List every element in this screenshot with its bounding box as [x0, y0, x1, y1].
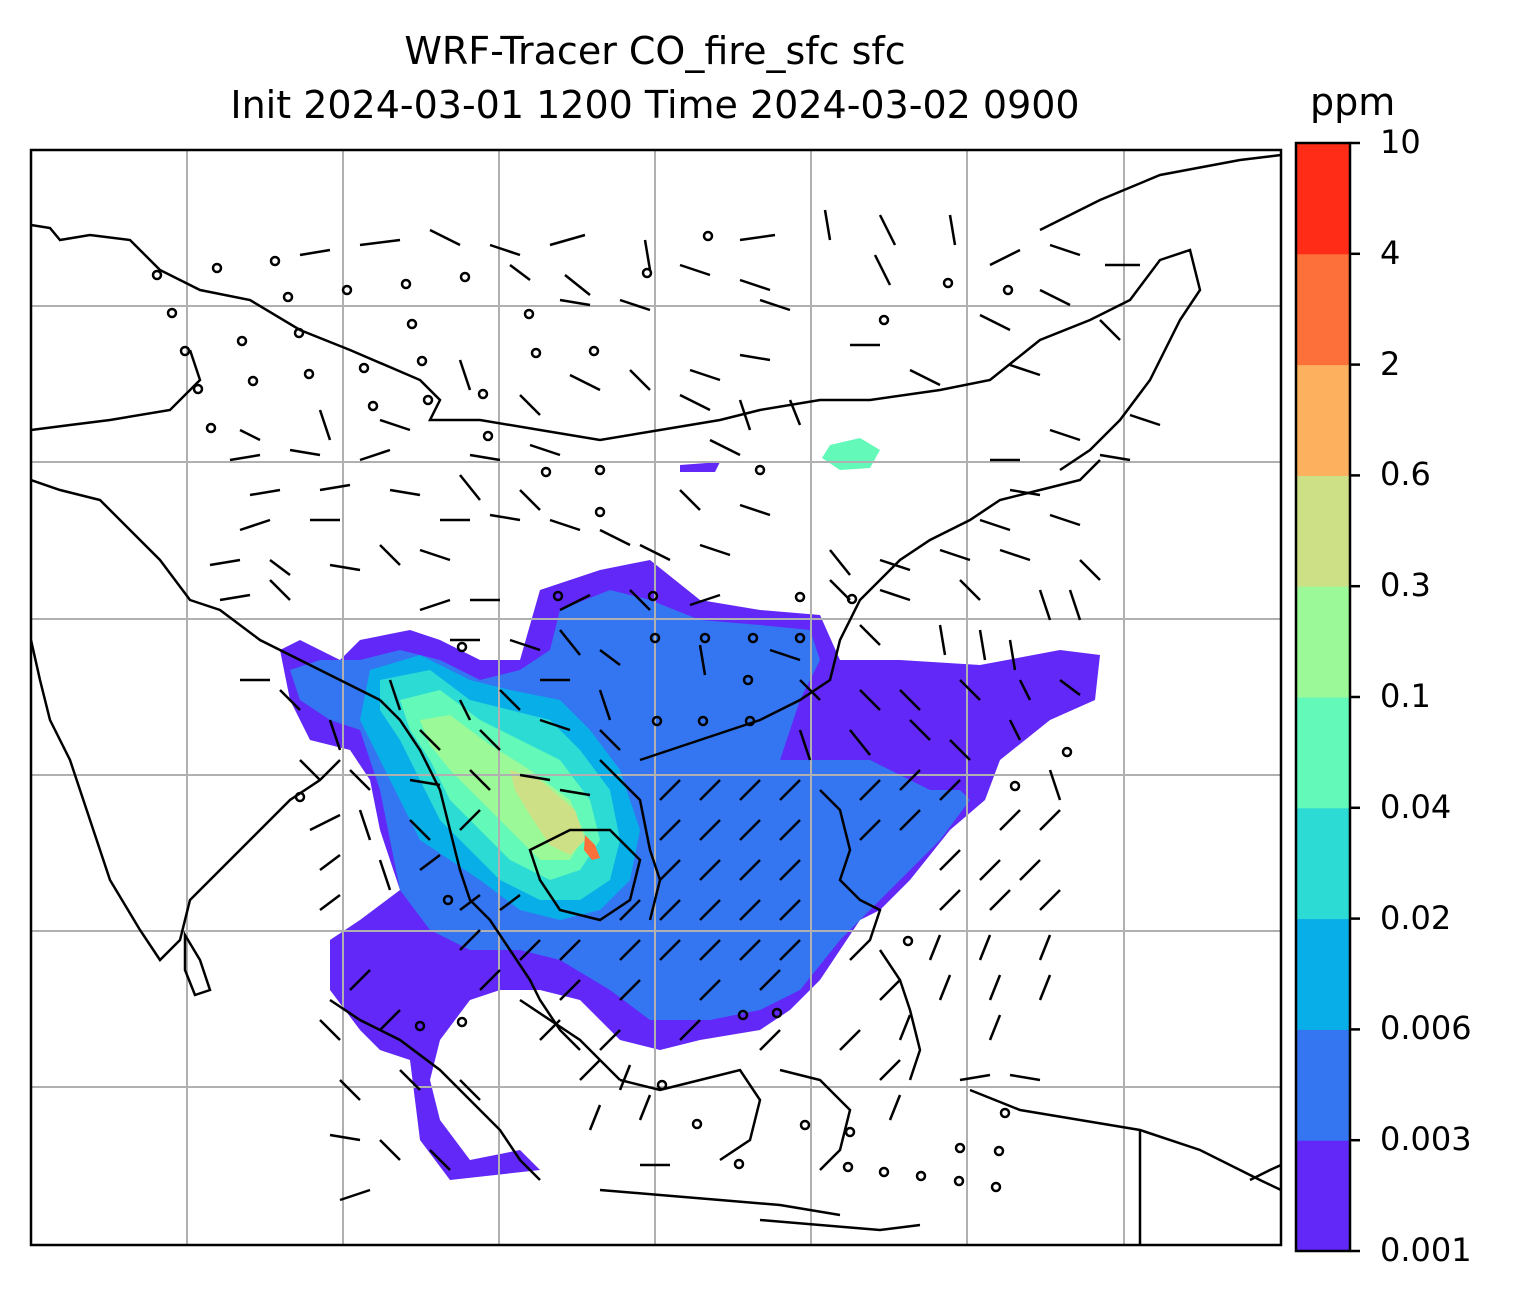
colorbar-segment: [1296, 364, 1350, 476]
plot-title-line2: Init 2024-03-01 1200 Time 2024-03-02 090…: [230, 83, 1080, 127]
map-area: [31, 150, 1281, 1245]
colorbar-tick-label: 0.04: [1380, 787, 1452, 826]
colorbar-segment: [1296, 586, 1350, 698]
colorbar-tick-label: 0.1: [1380, 677, 1431, 715]
calm-wind-markers: [151, 230, 1073, 1193]
plume-fragment-north: [822, 438, 880, 470]
plume-level-2: [584, 835, 600, 860]
colorbar-tick-label: 2: [1380, 344, 1401, 383]
colorbar-tick-label: 0.6: [1380, 455, 1431, 494]
colorbar-tick-label: 0.001: [1380, 1231, 1472, 1269]
co-tracer-plume: [280, 438, 1100, 1180]
coastlines: [31, 153, 1281, 1245]
map-frame: [29, 148, 1283, 1247]
colorbar-unit: ppm: [1310, 80, 1396, 124]
colorbar-segment: [1296, 1140, 1350, 1252]
wind-barbs: [209, 209, 1161, 1202]
plume-fragment-north-2: [680, 462, 720, 472]
colorbar: [1294, 141, 1360, 1253]
plot-title-line1: WRF-Tracer CO_fire_sfc sfc: [404, 29, 906, 73]
colorbar-segment: [1296, 475, 1350, 587]
colorbar-tick-label: 0.003: [1380, 1120, 1472, 1159]
map-gridlines: [31, 150, 1281, 1245]
colorbar-segment: [1296, 1029, 1350, 1141]
plume-level-0.3: [510, 770, 585, 855]
colorbar-tick-label: 0.3: [1380, 566, 1431, 605]
colorbar-segment: [1296, 253, 1350, 366]
colorbar-segment: [1296, 918, 1350, 1030]
colorbar-segment: [1296, 697, 1350, 809]
colorbar-tick-label: 10: [1380, 123, 1421, 161]
colorbar-segment: [1296, 807, 1350, 920]
colorbar-tick-label: 4: [1380, 233, 1401, 272]
colorbar-tick-label: 0.006: [1380, 1009, 1472, 1048]
colorbar-tick-label: 0.02: [1380, 898, 1452, 937]
colorbar-segment: [1296, 143, 1350, 255]
